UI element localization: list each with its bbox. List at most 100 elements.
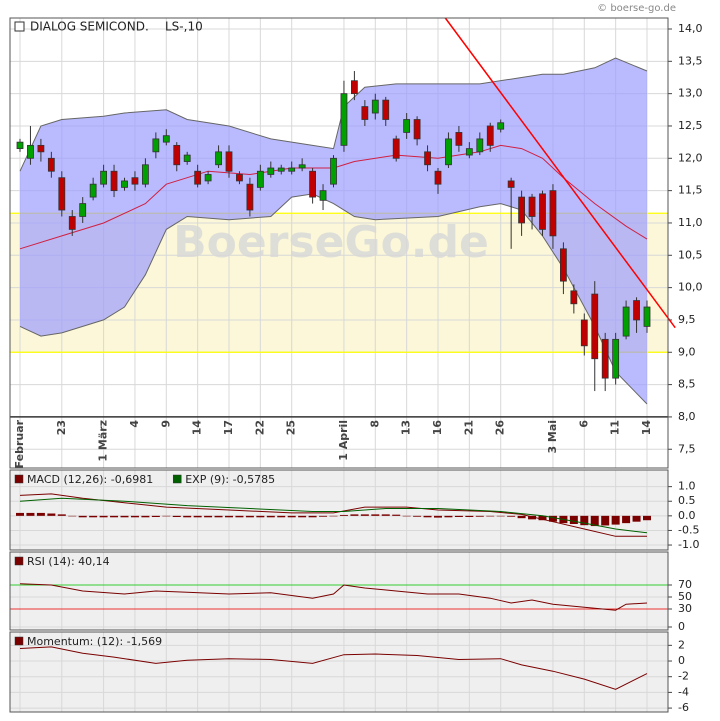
candle-body — [622, 306, 630, 337]
histogram-bar — [444, 515, 453, 518]
y-tick-label: 10,0 — [678, 281, 703, 294]
histogram-bar — [151, 515, 160, 518]
candle-body — [131, 177, 139, 185]
candle-body — [560, 248, 567, 282]
x-tick-label: 23 — [55, 420, 68, 435]
histogram-bar — [434, 515, 442, 518]
y-tick-label: -6 — [678, 701, 689, 714]
candle-body — [507, 180, 515, 188]
candle-body — [47, 157, 55, 172]
candle-body — [236, 174, 243, 182]
candle-body — [246, 183, 254, 211]
y-tick-label: 50 — [678, 590, 692, 603]
panel — [10, 552, 668, 630]
histogram-bar — [130, 515, 139, 518]
y-tick-label: -4 — [678, 685, 689, 698]
histogram-bar — [392, 514, 401, 516]
x-tick-label: 6 — [577, 420, 590, 428]
histogram-bar — [183, 515, 192, 518]
candle-body — [633, 300, 640, 321]
legend-label: MACD (12,26): -0,6981 — [27, 473, 153, 486]
panel — [10, 470, 668, 550]
panel-frame — [9, 17, 669, 469]
histogram-bar — [381, 514, 390, 516]
histogram-bar — [339, 514, 348, 516]
candle-body — [121, 180, 128, 188]
trendline — [444, 17, 676, 329]
y-tick-label: 30 — [678, 602, 692, 615]
y-tick-label: 13,0 — [678, 87, 703, 100]
legend-swatch — [14, 474, 24, 484]
legend-swatch — [14, 556, 24, 566]
candle-body — [612, 338, 620, 379]
candle-body — [361, 106, 369, 120]
histogram-bar — [632, 515, 641, 522]
source: © boerse-go.de — [597, 3, 676, 14]
y-tick-label: 11,5 — [678, 184, 703, 197]
band-upper — [19, 57, 648, 172]
y-tick-label: 1.0 — [678, 480, 696, 493]
legend-swatch — [172, 474, 182, 484]
histogram-bar — [89, 515, 98, 518]
candle-body — [518, 196, 525, 224]
indicator-line — [19, 646, 648, 690]
candle-body — [215, 151, 222, 166]
y-tick-label: 14,0 — [678, 22, 703, 35]
legend-swatch — [14, 636, 24, 646]
y-tick-label: 0 — [678, 620, 685, 633]
candle-body — [16, 141, 24, 150]
candle-body — [528, 196, 536, 217]
histogram-bar — [308, 515, 317, 518]
candle-body — [455, 132, 463, 146]
candle-body — [319, 190, 327, 201]
x-tick-label: 16 — [431, 420, 444, 436]
candle-body — [643, 306, 651, 327]
histogram-bar — [622, 515, 631, 524]
candle-body — [225, 151, 233, 172]
histogram-bar — [68, 515, 77, 517]
x-tick-label: 26 — [494, 420, 507, 436]
histogram-bar — [590, 515, 599, 527]
candle-body — [497, 122, 505, 130]
panel-frame — [9, 469, 669, 551]
histogram-bar — [402, 515, 411, 517]
candle-body — [434, 170, 442, 185]
histogram-bar — [287, 515, 296, 518]
histogram-bar — [601, 515, 610, 526]
candle-body — [183, 154, 191, 162]
candle-body — [350, 80, 358, 95]
candle-body — [152, 138, 160, 153]
histogram-bar — [256, 515, 265, 518]
histogram-bar — [611, 515, 620, 525]
y-tick-label: 70 — [678, 578, 692, 591]
legend-label: EXP (9): -0,5785 — [185, 473, 275, 486]
y-tick-label: 10,5 — [678, 248, 703, 261]
indicator-line — [19, 497, 648, 534]
candle-body — [403, 119, 411, 133]
histogram-bar — [475, 515, 484, 517]
y-tick-label: -2 — [678, 670, 689, 683]
panel-frame — [9, 551, 669, 631]
histogram-bar — [496, 515, 505, 517]
histogram-bar — [120, 515, 129, 518]
histogram-bar — [454, 515, 463, 518]
histogram-bar — [465, 515, 474, 518]
candle-body — [445, 138, 452, 166]
candle-body — [79, 203, 87, 217]
histogram-bar — [78, 515, 87, 518]
candle-body — [424, 151, 431, 166]
x-tick-label: 3 Mai — [546, 420, 559, 454]
histogram-bar — [371, 514, 380, 516]
candle-body — [591, 293, 599, 360]
candle-body — [204, 174, 212, 182]
histogram-bar — [204, 515, 213, 518]
candle-body — [37, 144, 45, 153]
candle-body — [58, 177, 66, 211]
panel-bg — [10, 470, 668, 550]
moving-average — [19, 144, 648, 250]
candle-body — [340, 93, 348, 146]
candle-body — [309, 170, 317, 198]
histogram-bar — [99, 515, 108, 518]
histogram-bar — [643, 515, 651, 521]
candle-body — [476, 138, 484, 153]
